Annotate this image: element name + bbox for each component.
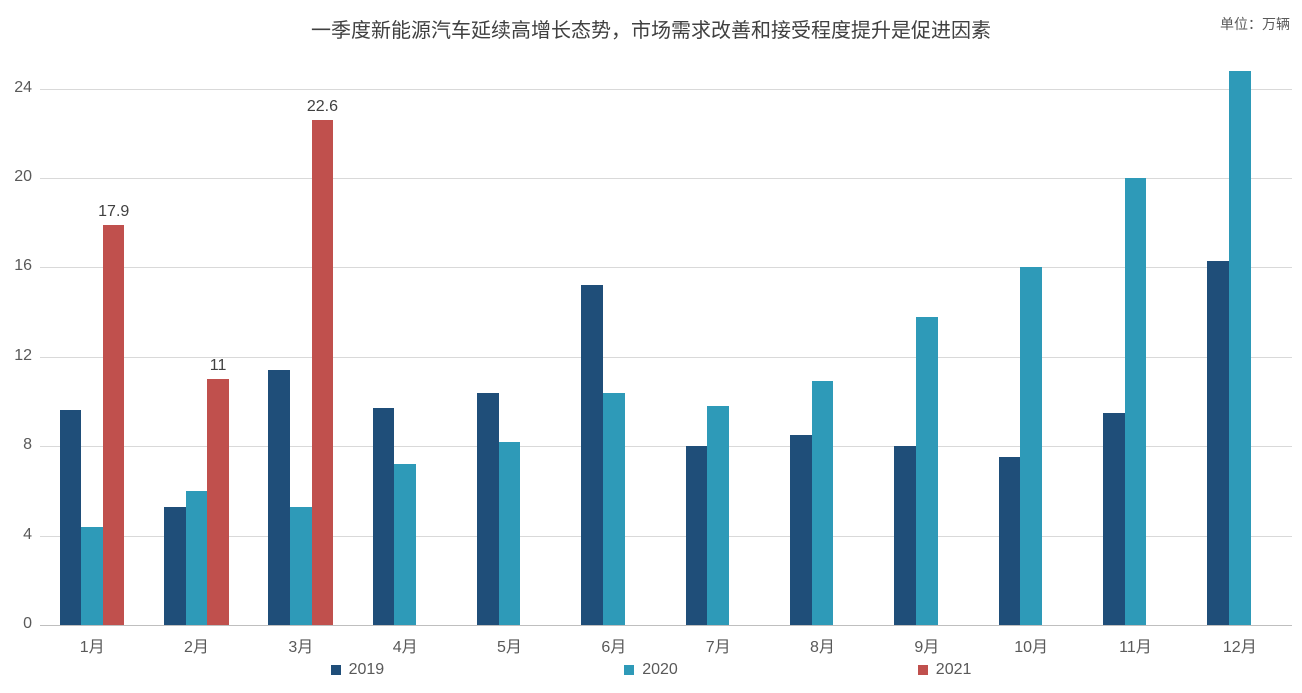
y-tick-label: 16 bbox=[0, 257, 32, 275]
bar-2020-6月 bbox=[603, 393, 625, 625]
bar-2019-1月 bbox=[60, 410, 82, 625]
legend-item-2019: 2019 bbox=[331, 661, 385, 679]
plot-area: 17.9 11 22.6 bbox=[40, 55, 1292, 625]
bar-2020-5月 bbox=[499, 442, 521, 625]
gridline bbox=[40, 625, 1292, 626]
y-tick-label: 24 bbox=[0, 79, 32, 97]
legend-swatch bbox=[624, 665, 634, 675]
gridline bbox=[40, 267, 1292, 268]
bar-2020-9月 bbox=[916, 317, 938, 625]
nev-monthly-sales-chart: 一季度新能源汽车延续高增长态势，市场需求改善和接受程度提升是促进因素单位：万辆 1… bbox=[0, 0, 1302, 693]
y-tick-label: 4 bbox=[0, 526, 32, 544]
gridline bbox=[40, 178, 1292, 179]
unit-label: 单位：万辆 bbox=[1220, 14, 1290, 34]
legend-label: 2021 bbox=[936, 661, 972, 679]
x-tick-label: 4月 bbox=[353, 633, 457, 657]
gridline bbox=[40, 89, 1292, 90]
x-tick-label: 6月 bbox=[562, 633, 666, 657]
legend-swatch bbox=[918, 665, 928, 675]
bar-2021-3月 bbox=[312, 120, 334, 625]
legend-label: 2019 bbox=[349, 661, 385, 679]
bar-2020-4月 bbox=[394, 464, 416, 625]
bar-2019-7月 bbox=[686, 446, 708, 625]
bar-2019-12月 bbox=[1207, 261, 1229, 625]
bar-label: 22.6 bbox=[307, 98, 338, 116]
x-tick-label: 11月 bbox=[1083, 633, 1187, 657]
bar-2020-12月 bbox=[1229, 71, 1251, 625]
gridline bbox=[40, 357, 1292, 358]
bar-2020-1月 bbox=[81, 527, 103, 625]
bar-2020-2月 bbox=[186, 491, 208, 625]
x-tick-label: 5月 bbox=[457, 633, 561, 657]
bar-2019-10月 bbox=[999, 457, 1021, 625]
y-tick-label: 0 bbox=[0, 615, 32, 633]
x-tick-label: 12月 bbox=[1188, 633, 1292, 657]
x-tick-label: 9月 bbox=[875, 633, 979, 657]
bar-2019-8月 bbox=[790, 435, 812, 625]
x-tick-label: 8月 bbox=[770, 633, 874, 657]
legend: 2019 2020 2021 bbox=[0, 661, 1302, 679]
legend-item-2021: 2021 bbox=[918, 661, 972, 679]
bar-label: 17.9 bbox=[98, 203, 129, 221]
bar-2019-4月 bbox=[373, 408, 395, 625]
bar-2020-8月 bbox=[812, 381, 834, 625]
bar-2020-3月 bbox=[290, 507, 312, 625]
bar-2021-1月 bbox=[103, 225, 125, 625]
x-tick-label: 3月 bbox=[249, 633, 353, 657]
bar-2020-11月 bbox=[1125, 178, 1147, 625]
bar-2019-9月 bbox=[894, 446, 916, 625]
bar-2020-10月 bbox=[1020, 267, 1042, 625]
legend-item-2020: 2020 bbox=[624, 661, 678, 679]
y-tick-label: 8 bbox=[0, 436, 32, 454]
chart-title: 一季度新能源汽车延续高增长态势，市场需求改善和接受程度提升是促进因素 bbox=[0, 14, 1302, 43]
bar-2019-6月 bbox=[581, 285, 603, 625]
y-tick-label: 12 bbox=[0, 347, 32, 365]
x-tick-label: 7月 bbox=[666, 633, 770, 657]
bar-2020-7月 bbox=[707, 406, 729, 625]
bar-2019-3月 bbox=[268, 370, 290, 625]
bar-2021-2月 bbox=[207, 379, 229, 625]
x-tick-label: 2月 bbox=[144, 633, 248, 657]
legend-swatch bbox=[331, 665, 341, 675]
y-tick-label: 20 bbox=[0, 168, 32, 186]
x-tick-label: 10月 bbox=[979, 633, 1083, 657]
bar-label: 11 bbox=[210, 357, 227, 375]
x-tick-label: 1月 bbox=[40, 633, 144, 657]
legend-label: 2020 bbox=[642, 661, 678, 679]
bar-2019-2月 bbox=[164, 507, 186, 625]
bar-2019-5月 bbox=[477, 393, 499, 625]
bar-2019-11月 bbox=[1103, 413, 1125, 625]
